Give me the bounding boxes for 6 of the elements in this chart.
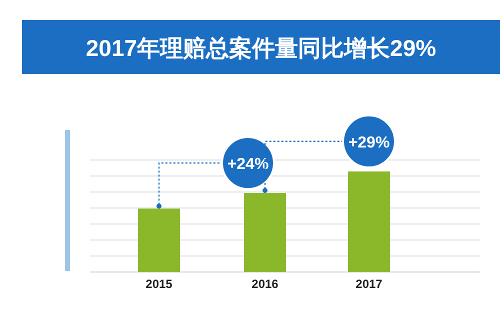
x-tick-label: 2017 (356, 277, 383, 291)
annotation: +24% (227, 156, 269, 174)
chart-title: 2017年理赔总案件量同比增长29% (86, 35, 436, 61)
annotation: +29% (348, 134, 390, 152)
x-tick-label: 2016 (252, 277, 279, 291)
x-tick-label: 2015 (146, 277, 173, 291)
